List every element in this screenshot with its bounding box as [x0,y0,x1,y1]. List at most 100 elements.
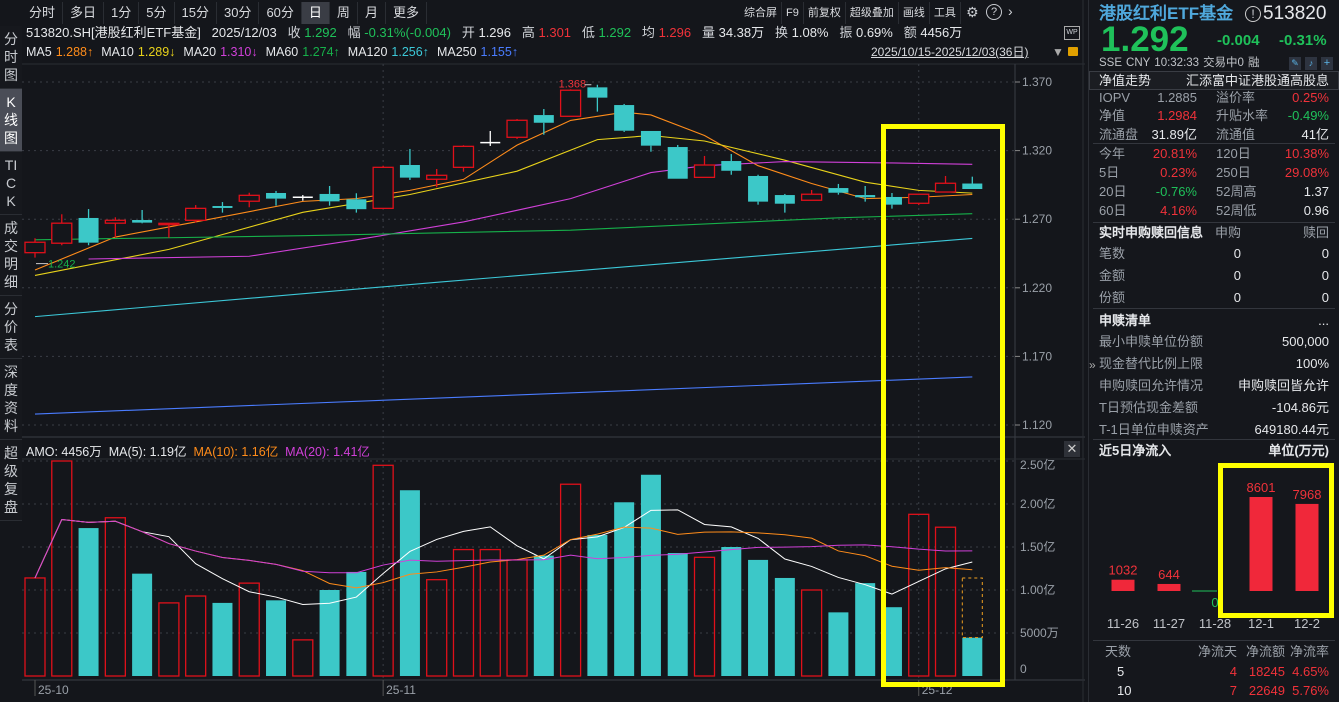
candle[interactable] [480,130,501,146]
candle[interactable] [721,154,742,175]
tab-4[interactable]: 15分 [175,2,217,24]
help-icon[interactable]: ? [986,4,1002,20]
candle[interactable] [372,165,394,210]
candle[interactable] [774,193,795,213]
tab-3[interactable]: 5分 [139,2,175,24]
fund-code: 513820 [1263,3,1327,24]
dropdown-triangle-icon[interactable]: ▼ [1052,45,1064,59]
candle[interactable] [506,119,528,139]
price-change: -0.004 [1217,32,1260,49]
stat-value: -0.76% [1155,184,1197,199]
sidebar-item[interactable]: 深度资料 [0,359,22,440]
tab-7[interactable]: 日 [301,2,330,24]
list-label: T-1日单位申赎资产 [1099,422,1209,437]
volume-bar [693,556,716,677]
ma10-line [34,134,973,276]
candle[interactable] [828,183,849,195]
inflow-date-label: 12-1 [1248,616,1274,631]
nav-trend-tab[interactable]: 净值走势 [1099,73,1152,88]
inflow-date-label: 11-28 [1199,616,1231,631]
candle[interactable] [319,185,340,206]
gear-icon[interactable]: ⚙ [966,4,979,20]
sidebar-item[interactable]: K线图 [0,89,22,152]
candle[interactable] [533,109,554,135]
edit-icon[interactable]: ✎ [1289,57,1301,70]
sidebar-item[interactable]: 分价表 [0,296,22,359]
candle[interactable] [78,209,99,246]
avg-value: 1.296 [658,25,692,40]
candle[interactable] [667,144,688,179]
bell-icon[interactable]: ♪ [1305,57,1317,70]
candle[interactable] [908,193,930,206]
price-tick-label: 1.170 [1022,349,1052,363]
tab-5[interactable]: 30分 [217,2,260,24]
plus-icon[interactable]: + [1321,57,1333,70]
candle[interactable] [212,202,233,213]
candle[interactable] [559,89,582,117]
wp-icon[interactable]: WP [1064,26,1080,40]
list-header: 申赎清单... [1099,311,1329,331]
candle[interactable] [132,210,153,224]
tool-button[interactable]: 画线 [899,2,930,24]
candle[interactable] [158,222,180,238]
more-button[interactable]: ... [1318,313,1329,328]
tool-button[interactable]: 工具 [930,2,961,24]
stat-row: 60日 4.16% 52周低 0.96 [1099,201,1329,220]
tool-button[interactable]: 综合屏 [740,2,782,24]
candle[interactable] [587,84,608,112]
sidebar-item-label: TICK [4,157,18,209]
candle[interactable] [614,103,635,132]
sidebar-item[interactable]: 分时图 [0,26,22,89]
candle[interactable] [962,176,983,190]
candle[interactable] [640,130,661,152]
tool-button[interactable]: 超级叠加 [846,2,899,24]
candle[interactable] [104,217,126,238]
candle[interactable] [693,155,716,179]
tab-10[interactable]: 更多 [386,2,427,24]
date-range[interactable]: 2025/10/15-2025/12/03(36日) [871,45,1029,59]
tool-button[interactable]: 前复权 [804,2,846,24]
tab-8[interactable]: 周 [330,2,358,24]
candle[interactable] [748,174,769,205]
candle[interactable] [426,168,448,188]
tab-0[interactable]: 分时 [22,2,64,24]
expand-icon[interactable]: » [1089,358,1096,372]
list-value: 申购赎回皆允许 [1237,378,1329,393]
inflow-cell: 5.76% [1292,683,1329,698]
lock-icon[interactable] [1068,47,1078,56]
candle[interactable] [881,192,902,209]
candle[interactable] [185,205,207,223]
tool-button[interactable]: F9 [782,2,804,24]
ma-value: 1.289↓ [137,45,176,59]
tab-1[interactable]: 多日 [63,2,105,24]
candle[interactable] [934,175,957,193]
close-icon[interactable]: ✕ [1064,441,1080,457]
sidebar-item[interactable]: TICK [0,152,22,215]
sidebar-item[interactable]: 成交明细 [0,215,22,296]
list-value: -104.86元 [1271,400,1329,415]
close-label: 收 [287,25,301,40]
candle[interactable] [399,148,420,180]
tab-9[interactable]: 月 [358,2,386,24]
tab-2[interactable]: 1分 [104,2,140,24]
volume-bar [78,528,99,676]
candle[interactable] [346,193,367,213]
candle[interactable] [266,190,287,206]
info-icon[interactable]: ! [1245,6,1261,22]
candle[interactable] [238,192,260,208]
candle[interactable] [855,185,876,202]
inflow-value-label: 1032 [1109,563,1138,578]
iopv-row: IOPV 1.2885 溢价率 0.25% [1099,90,1329,106]
sidebar-item[interactable]: 超级复盘 [0,440,22,521]
candle[interactable] [24,238,46,258]
chevron-right-icon[interactable]: › [1008,3,1013,19]
candle[interactable] [452,145,475,172]
tab-6[interactable]: 60分 [259,2,302,24]
candle[interactable] [800,189,823,201]
candle[interactable] [292,195,313,201]
candle[interactable] [51,214,73,246]
volume-bar [667,553,688,676]
partial-cell: 1.2885 [1157,90,1197,105]
volume-label: 量 [701,25,715,40]
inflow-table-row: 5 4 18245 4.65% [1099,662,1329,681]
